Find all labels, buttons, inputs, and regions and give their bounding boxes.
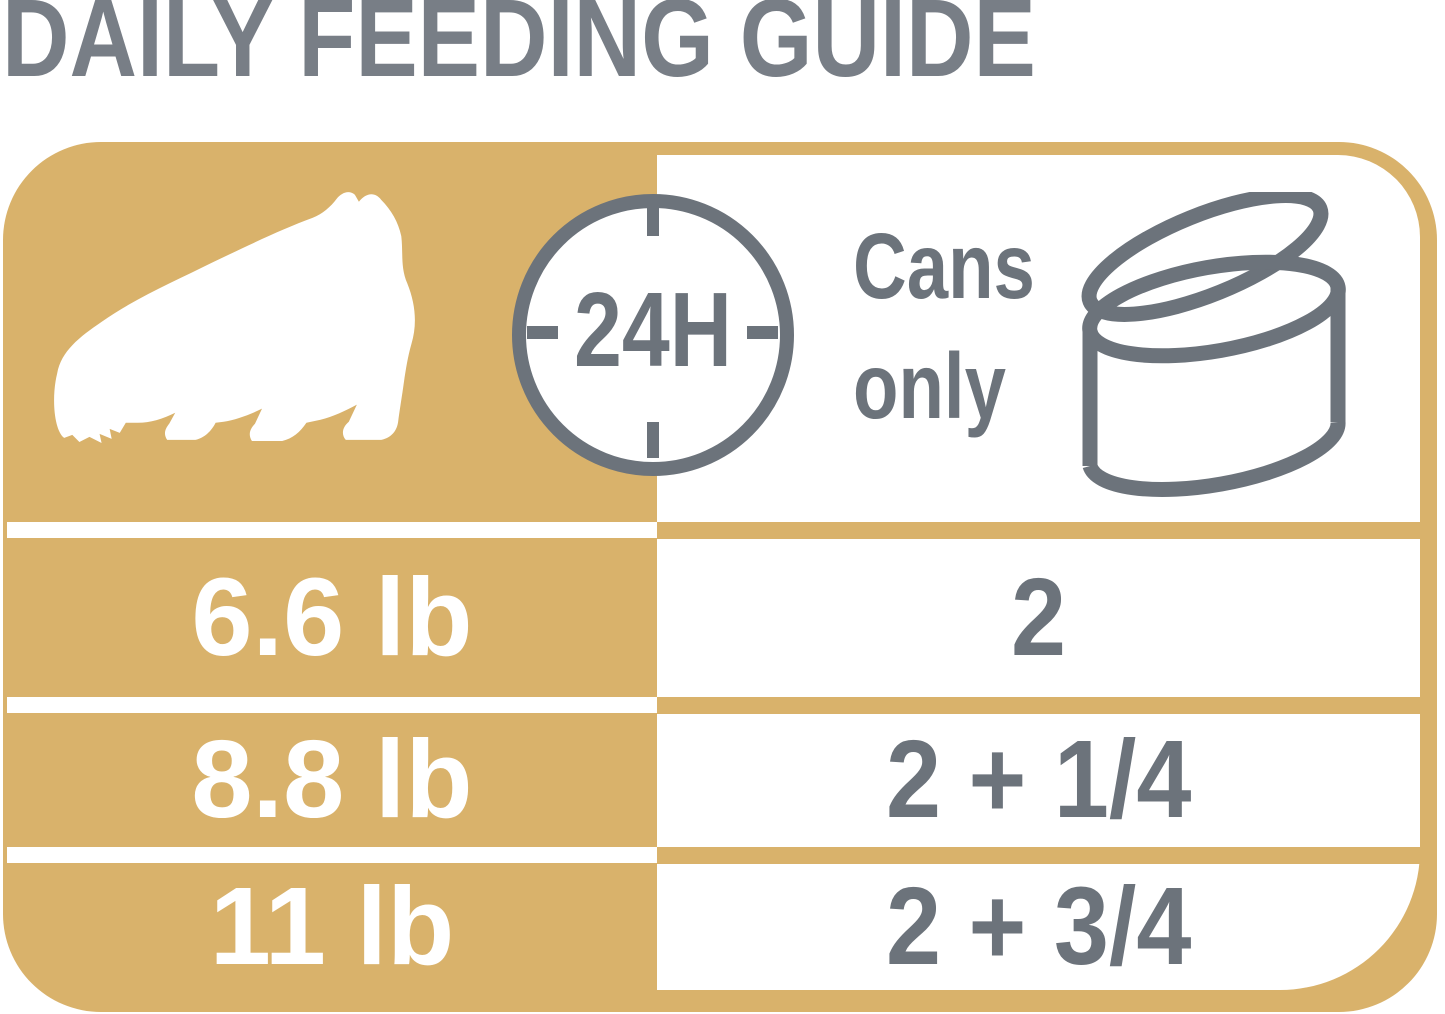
separator-2-right [657, 697, 1437, 714]
row-2-weight-text: 8.8 lb [191, 718, 473, 841]
row-1-cans: 2 [657, 538, 1420, 697]
separator-1-left [7, 522, 657, 538]
cans-only-line1: Cans [853, 214, 1035, 318]
24h-clock-icon: 24H [505, 190, 800, 485]
clock-tick-9 [527, 326, 558, 339]
row-3-cans-text: 2 + 3/4 [885, 864, 1192, 988]
clock-label: 24H [574, 271, 732, 389]
separator-2-left [7, 697, 657, 713]
can-lid [1081, 188, 1329, 322]
row-3-cans: 2 + 3/4 [657, 863, 1420, 990]
clock-tick-12 [647, 200, 659, 236]
row-1-cans-text: 2 [1010, 555, 1067, 679]
feeding-guide-card: 24H Cans only 6.6 lb 2 [3, 142, 1437, 1012]
row-2-weight: 8.8 lb [7, 713, 657, 847]
row-1-weight-text: 6.6 lb [191, 555, 473, 679]
page-title: DAILY FEEDING GUIDE [2, 0, 1036, 100]
open-can-icon [1080, 188, 1350, 502]
can-bottom [1082, 421, 1346, 497]
row-3-weight: 11 lb [7, 863, 657, 990]
separator-3-left [7, 847, 657, 863]
cans-only-label: Cans only [853, 206, 1035, 446]
clock-tick-3 [747, 326, 778, 339]
persian-cat-icon [37, 188, 481, 484]
row-3-weight-text: 11 lb [209, 864, 455, 988]
cans-only-line2: only [853, 334, 1006, 438]
row-2-cans: 2 + 1/4 [657, 713, 1420, 847]
clock-tick-6 [647, 422, 659, 458]
separator-1-right [657, 522, 1437, 539]
row-1-weight: 6.6 lb [7, 538, 657, 697]
row-2-cans-text: 2 + 1/4 [885, 718, 1192, 841]
separator-3-right [657, 847, 1437, 864]
